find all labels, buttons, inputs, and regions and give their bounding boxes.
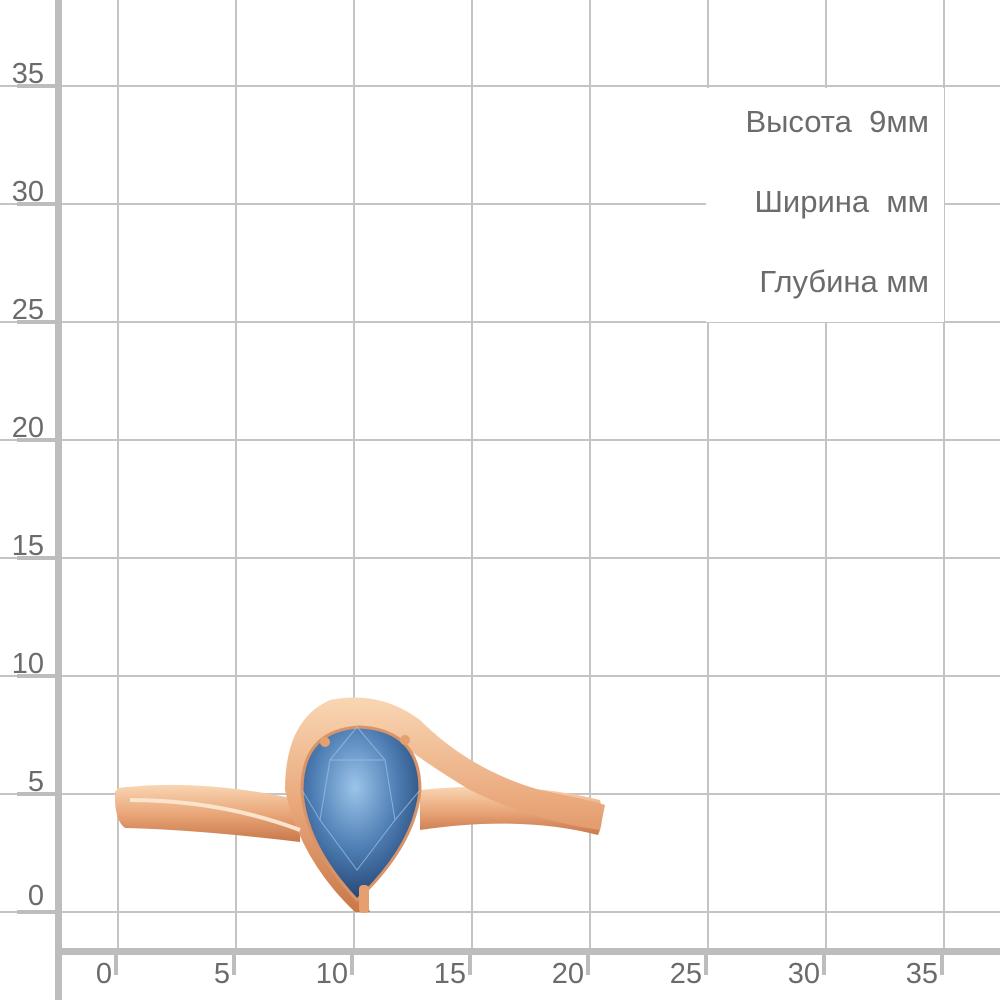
x-tick <box>114 955 118 975</box>
grid-line-horizontal <box>0 321 1000 323</box>
grid-line-vertical <box>235 0 237 950</box>
x-tick <box>940 955 944 975</box>
y-label: 35 <box>11 58 44 90</box>
gem-facets <box>301 726 421 871</box>
y-axis-line <box>55 0 62 1000</box>
grid-line-horizontal <box>0 911 1000 913</box>
grid-line-vertical <box>471 0 473 950</box>
x-tick <box>350 955 354 975</box>
y-label: 10 <box>11 648 44 680</box>
y-tick <box>17 438 57 442</box>
gemstone <box>300 725 422 903</box>
grid-line-horizontal <box>0 557 1000 559</box>
y-label: 30 <box>11 176 44 208</box>
grid-line-horizontal <box>0 439 1000 441</box>
x-label: 5 <box>213 958 230 990</box>
prongs <box>320 735 410 913</box>
width-label: Ширина мм <box>754 184 930 219</box>
x-tick <box>232 955 236 975</box>
x-tick <box>586 955 590 975</box>
grid-line-horizontal <box>0 203 1000 205</box>
y-tick <box>17 674 57 678</box>
y-label: 25 <box>11 294 44 326</box>
x-tick <box>468 955 472 975</box>
y-tick <box>17 556 57 560</box>
y-tick <box>17 910 57 914</box>
x-tick <box>704 955 708 975</box>
dimensions-box: Высота 9мм Ширина мм Глубина мм <box>706 88 944 322</box>
y-tick <box>17 792 57 796</box>
x-label: 20 <box>551 958 584 990</box>
y-tick <box>17 320 57 324</box>
depth-label: Глубина мм <box>759 264 929 299</box>
grid-line-vertical <box>589 0 591 950</box>
y-tick <box>17 202 57 206</box>
y-label: 20 <box>11 412 44 444</box>
y-label: 5 <box>27 766 44 798</box>
x-label: 15 <box>433 958 466 990</box>
x-label: 10 <box>315 958 348 990</box>
y-tick <box>17 84 57 88</box>
ring-band <box>114 697 605 912</box>
y-label: 15 <box>11 530 44 562</box>
grid-line-vertical <box>117 0 119 950</box>
x-label: 35 <box>905 958 938 990</box>
grid-line-vertical <box>943 0 945 950</box>
x-axis-line <box>55 948 1000 955</box>
x-label: 30 <box>787 958 820 990</box>
grid-line-vertical <box>825 0 827 950</box>
height-label: Высота 9мм <box>745 104 929 139</box>
grid-line-horizontal <box>0 675 1000 677</box>
grid-line-vertical <box>353 0 355 950</box>
x-label: 0 <box>95 958 112 990</box>
grid-line-vertical <box>707 0 709 950</box>
x-label: 25 <box>669 958 702 990</box>
grid-line-horizontal <box>0 85 1000 87</box>
y-label: 0 <box>27 880 44 912</box>
x-tick <box>822 955 826 975</box>
